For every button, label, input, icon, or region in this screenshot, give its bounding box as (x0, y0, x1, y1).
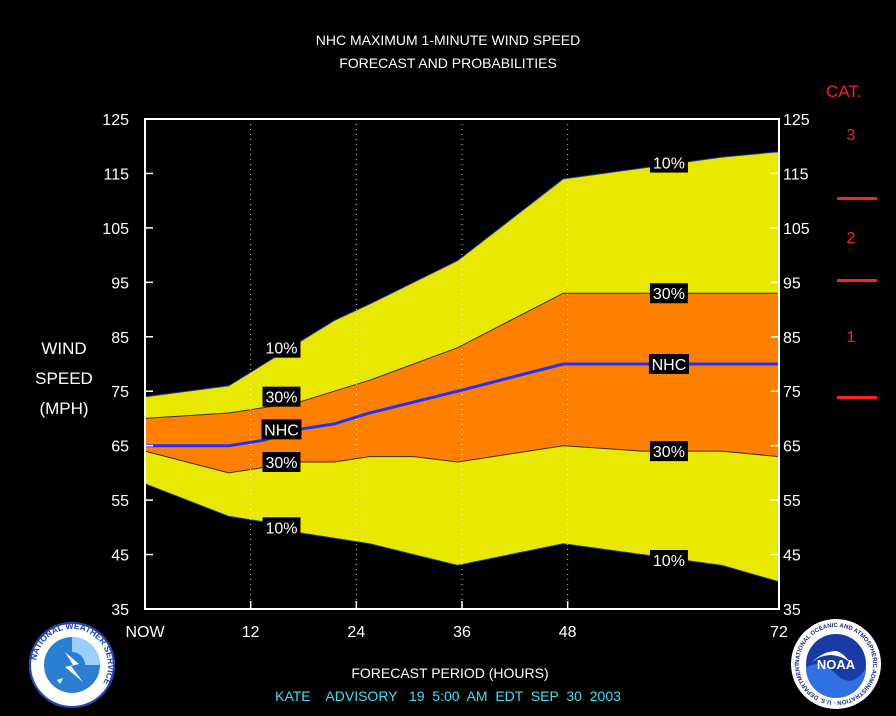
y-tick-label-left: 45 (111, 548, 129, 565)
data-label-box (649, 283, 688, 304)
lightning-icon (65, 652, 83, 682)
y-tick-label-left: 55 (111, 493, 129, 510)
category-1-label: 1 (846, 329, 856, 346)
data-label: 30% (265, 455, 297, 472)
y-tick-label-left: 125 (102, 112, 129, 129)
data-label: 10% (653, 553, 685, 570)
data-label: 30% (265, 390, 297, 407)
category-divider-3 (837, 197, 877, 200)
data-label-box (649, 152, 688, 173)
category-divider-1 (837, 396, 877, 399)
y-tick-label-left: 65 (111, 439, 129, 456)
y-tick-label-left: 115 (103, 166, 129, 183)
y-tick-label-right: 65 (783, 439, 801, 456)
y-axis-label-units: (MPH) (39, 399, 89, 418)
data-label: 30% (653, 444, 685, 461)
y-tick-label-right: 55 (783, 493, 801, 510)
y-tick-label-right: 75 (783, 384, 801, 401)
data-label-box (261, 419, 302, 440)
data-label-box (648, 354, 689, 374)
y-tick-label-right: 105 (783, 221, 810, 238)
category-2-label: 2 (846, 230, 856, 247)
data-label: NHC (264, 422, 299, 439)
y-tick-label-right: 35 (783, 602, 801, 619)
y-tick-label-right: 45 (783, 548, 801, 565)
data-label-box (649, 441, 688, 462)
category-title: CAT. (826, 82, 862, 101)
noaa-logo-wave (806, 664, 866, 698)
x-tick-label: 36 (453, 624, 471, 641)
nws-logo: NATIONAL WEATHER SERVICE (28, 621, 116, 708)
x-tick-label: 48 (559, 624, 577, 641)
noaa-logo-text: NOAA (817, 657, 856, 672)
x-tick-label: 72 (770, 624, 788, 641)
data-label: NHC (652, 357, 687, 374)
y-tick-label-left: 105 (102, 221, 129, 238)
category-3-label: 3 (846, 127, 856, 144)
data-label-box (262, 452, 301, 472)
data-label-box (262, 337, 301, 358)
x-tick-label: 24 (347, 624, 365, 641)
y-tick-label-right: 95 (783, 275, 801, 292)
data-label-box (262, 386, 301, 407)
y-tick-label-left: 35 (111, 602, 129, 619)
x-tick-label: NOW (125, 624, 165, 641)
data-label: 30% (653, 286, 685, 303)
nws-logo-ring (29, 622, 115, 708)
data-label: 10% (265, 520, 297, 537)
y-axis-label-wind: WIND (41, 339, 87, 358)
y-tick-label-left: 95 (111, 275, 129, 292)
x-tick-label: 12 (242, 624, 260, 641)
nws-logo-flag (57, 678, 63, 684)
y-tick-label-right: 85 (783, 330, 801, 347)
noaa-logo: NATIONAL OCEANIC AND ATMOSPHERIC ADMINIS… (790, 618, 881, 709)
data-label: 10% (265, 341, 297, 358)
y-tick-label-left: 75 (111, 384, 129, 401)
data-label-box (262, 517, 301, 538)
chart-title-line1: NHC MAXIMUM 1-MINUTE WIND SPEED (315, 32, 581, 48)
chart-title-line2: FORECAST AND PROBABILITIES (339, 55, 557, 71)
advisory-line: KATE ADVISORY 19 5:00 AM EDT SEP 30 2003 (275, 688, 621, 704)
y-tick-label-right: 115 (783, 166, 809, 183)
y-tick-label-left: 85 (111, 330, 129, 347)
data-label-box (649, 550, 688, 570)
data-label: 10% (653, 156, 685, 173)
category-divider-2 (837, 279, 877, 282)
nws-logo-cloud (72, 637, 100, 665)
x-axis-title: FORECAST PERIOD (HOURS) (351, 665, 549, 681)
y-tick-label-right: 125 (783, 112, 810, 129)
seagull-icon (812, 651, 850, 662)
y-axis-label-speed: SPEED (35, 369, 93, 388)
